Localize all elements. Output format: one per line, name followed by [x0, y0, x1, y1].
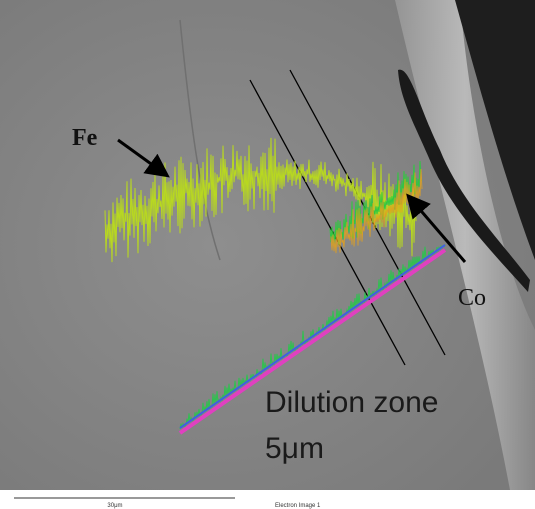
fe-arrow	[117, 138, 170, 178]
co-label: Co	[458, 285, 486, 311]
scale-label: 30μm	[107, 503, 122, 509]
zone-width-label: 5μm	[265, 432, 324, 465]
scan-baseline	[178, 248, 447, 435]
signal-trace	[330, 169, 423, 254]
co-arrow	[406, 193, 467, 263]
zone-boundary	[249, 79, 406, 366]
crack	[398, 69, 530, 292]
surface-scratch	[179, 19, 221, 261]
zone-label: Dilution zone	[265, 386, 438, 419]
fe-label: Fe	[72, 125, 98, 151]
footer-strip	[0, 490, 535, 509]
bright-edge	[395, 0, 535, 490]
dark-region	[455, 0, 535, 260]
scan-baseline	[179, 244, 446, 429]
image-caption: Electron Image 1	[275, 503, 321, 509]
signal-trace	[104, 137, 417, 263]
